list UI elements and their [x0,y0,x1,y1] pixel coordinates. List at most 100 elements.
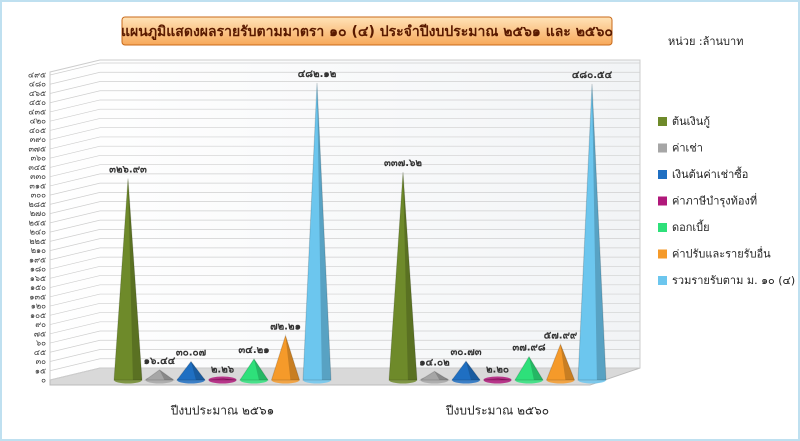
legend-swatch [658,196,667,206]
legend-label: ค่าภาษีบำรุงท้องที่ [672,193,757,208]
title-box [121,16,613,46]
y-tick-label: ๔๙๕ [28,71,46,80]
legend-label: ดอกเบี้ย [672,219,710,234]
cone-shade [403,171,417,380]
value-label: ๓๗.๙๘ [512,343,545,354]
y-tick-label: ๒๔๐ [30,228,46,237]
legend-label: รวมรายรับตาม ม. ๑๐ (๔) [672,274,795,287]
grid-line [49,164,640,178]
y-tick-label: ๒๕๕ [29,218,46,227]
legend-swatch [658,223,667,232]
y-tick-label: ๓๙๐ [30,135,46,144]
x-tick-label: ปีงบประมาณ ๒๕๖๑ [170,404,274,418]
grid-line [49,155,640,168]
chart-title: แผนภูมิแสดงผลรายรับตามมาตรา ๑๐ (๔) ประจำ… [121,24,613,40]
cone [514,355,544,381]
grid-line [49,127,640,141]
value-label: ๓๓๗.๖๒ [384,158,422,169]
grid-line [49,201,640,214]
value-label: ๑๖.๔๔ [144,356,176,367]
value-label: ๓๒๖.๙๓ [109,165,147,176]
value-label: ๒.๒๐ [486,365,509,376]
value-label: ๓๐.๗๓ [450,347,481,358]
value-label: ๓๐.๐๗ [176,347,207,358]
y-tick-label: ๓๖๐ [31,154,47,163]
y-tick-label: ๓๓๐ [30,172,46,181]
y-tick-label: ๑๓๕ [29,292,46,301]
value-label: ๗๒.๒๑ [270,322,301,333]
cone [270,333,301,381]
y-tick-label: ๑๕๐ [30,283,46,292]
value-label: ๕๗.๙๙ [544,330,578,341]
grid-line [49,349,640,362]
grid-line [49,284,640,298]
y-tick-label: ๔๘๐ [29,80,46,89]
cone [175,360,207,381]
grid-line [49,302,640,316]
grid-line [49,108,640,122]
y-tick-label: ๔๕๐ [29,98,46,107]
grid-line [49,118,640,131]
grid-line [49,90,640,104]
grid-line [49,99,640,113]
legend-swatch [658,249,667,259]
grid-line [49,321,640,335]
cone [143,369,176,381]
legend-label: ค่าปรับและรายรับอื่น [672,246,771,261]
y-tick-label: ๒๒๕ [29,237,46,246]
y-tick-label: ๖๐ [36,339,46,348]
cone-shade [317,82,331,381]
y-tick-label: ๓๑๕ [29,181,46,190]
cone [577,83,607,381]
y-tick-label: ๔๖๕ [29,89,46,98]
cone [302,82,332,381]
grid-line [49,265,640,279]
grid-line [49,238,640,251]
legend-swatch [658,143,667,153]
grid-line [49,62,640,76]
cone [451,360,481,381]
grid-line [49,145,640,159]
cone-shade [529,356,543,380]
cone [545,342,576,381]
grid-line [49,367,640,381]
legend-label: ต้นเงินกู้ [672,115,710,128]
legend-swatch [658,117,667,126]
value-label: ๔๘๒.๑๒ [298,69,337,80]
grid-line [49,192,640,205]
legend-swatch [658,276,667,285]
y-tick-label: ๑๖๕ [30,274,46,283]
grid-line [49,173,640,187]
grid-line [49,293,640,307]
grid-line [49,81,640,94]
cone [239,358,269,381]
y-tick-label: ๐ [41,376,46,385]
y-tick-label: ๔๕ [34,348,46,357]
y-tick-label: ๔๐๕ [29,126,46,135]
grid-line [49,358,640,372]
cone-shade [497,378,512,380]
grid-line [49,275,640,288]
y-tick-label: ๔๓๕ [28,107,46,116]
y-tick-label: ๑๕ [35,366,46,375]
x-tick-label: ปีงบประมาณ ๒๕๖๐ [445,404,549,418]
legend-label: ค่าเช่า [672,142,703,155]
y-tick-label: ๗๕ [34,329,46,338]
legend-swatch [658,170,667,179]
grid-line [49,312,640,325]
cone [483,378,512,381]
y-tick-label: ๑๐๕ [30,311,46,320]
y-tick-label: ๓๐๐ [31,191,46,200]
y-tick-label: ๙๐ [35,320,46,329]
cone [418,370,451,381]
value-label: ๒.๒๖ [211,365,235,376]
value-label: ๔๘๐.๕๔ [572,70,613,81]
y-tick-label: ๓๔๕ [28,163,46,172]
grid-line [49,136,640,150]
grid-line [49,229,640,242]
y-tick-label: ๒๗๐ [30,209,46,218]
y-tick-label: ๑๒๐ [31,302,46,311]
cone [388,171,418,381]
grid-line [49,71,640,85]
